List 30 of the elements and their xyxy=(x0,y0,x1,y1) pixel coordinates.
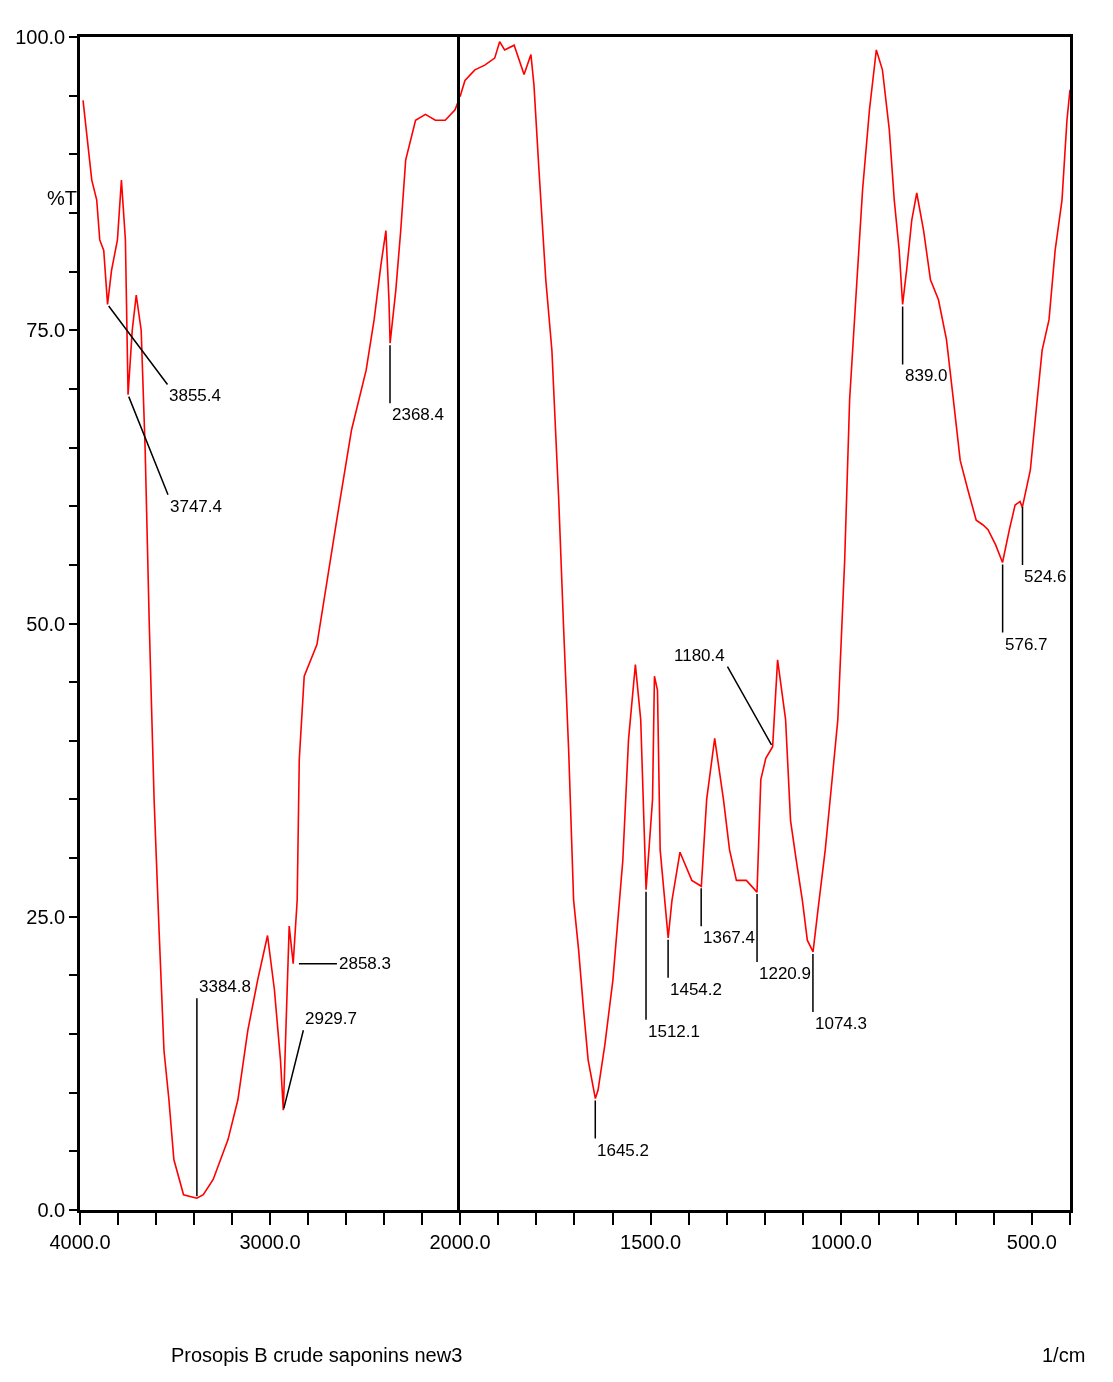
x-tick-label: 2000.0 xyxy=(429,1230,491,1253)
annotation: 3747.4 xyxy=(170,497,222,516)
annotation: 1512.1 xyxy=(648,1022,700,1041)
y-axis-title: %T xyxy=(47,187,77,209)
annotation: 3384.8 xyxy=(199,977,251,996)
text: Prosopis B crude saponins new3 xyxy=(171,1344,463,1366)
annotation: 3855.4 xyxy=(169,386,221,405)
x-axis-title: 1/cm xyxy=(1042,1344,1086,1366)
annotation: 2858.3 xyxy=(339,954,391,973)
x-tick-label: 500.0 xyxy=(1006,1230,1057,1253)
y-tick-label: 25.0 xyxy=(26,905,66,928)
annotation: 839.0 xyxy=(905,366,948,385)
annotation: 1220.9 xyxy=(759,964,811,983)
annotation: 576.7 xyxy=(1005,635,1048,654)
y-tick-label: 0.0 xyxy=(37,1199,66,1221)
annotation: 524.6 xyxy=(1024,567,1067,586)
x-tick-label: 1500.0 xyxy=(620,1230,682,1253)
annotation: 1367.4 xyxy=(703,928,755,947)
annotation: 1074.3 xyxy=(815,1014,867,1033)
x-tick-label: 1000.0 xyxy=(810,1230,872,1253)
y-tick-label: 100.0 xyxy=(15,26,66,48)
annotation: 1180.4 xyxy=(674,646,725,665)
annotation: 2929.7 xyxy=(305,1009,357,1028)
x-tick-label: 4000.0 xyxy=(49,1230,111,1253)
y-tick-label: 75.0 xyxy=(26,319,66,342)
annotation: 1645.2 xyxy=(597,1141,649,1160)
annotation: 1454.2 xyxy=(670,980,722,999)
annotation: 2368.4 xyxy=(392,405,444,424)
x-tick-label: 3000.0 xyxy=(239,1230,301,1253)
y-tick-label: 50.0 xyxy=(26,612,66,635)
